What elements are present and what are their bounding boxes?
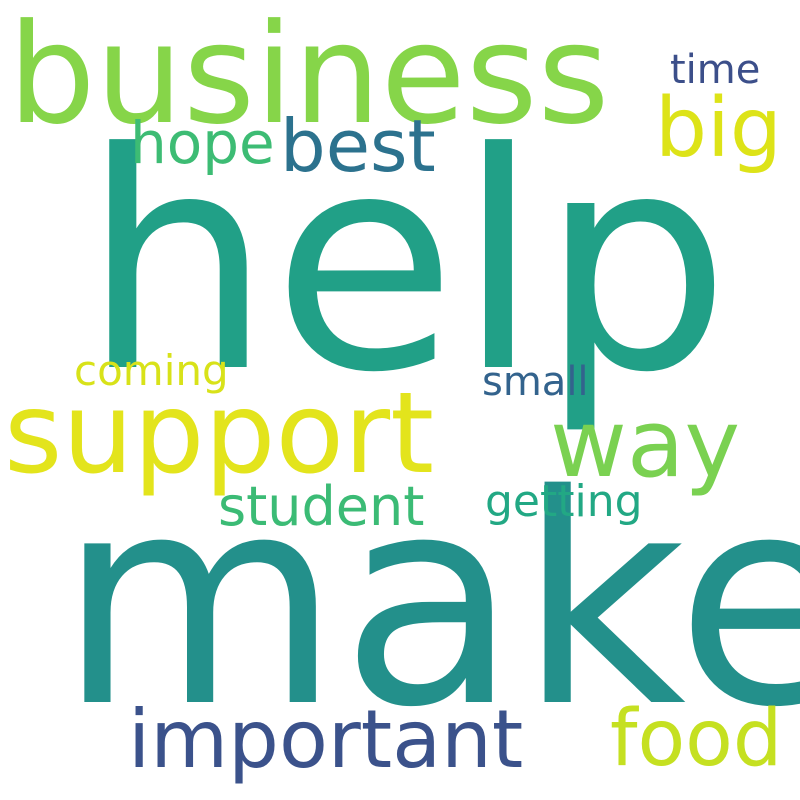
word-getting: getting [485, 476, 643, 527]
word-hope: hope [130, 109, 275, 177]
word-business: business [8, 0, 610, 155]
word-best: best [280, 104, 436, 188]
word-time: time [670, 47, 761, 93]
word-student: student [218, 475, 425, 538]
word-make: make [58, 434, 800, 771]
word-big: big [655, 81, 782, 176]
word-help: help [82, 89, 731, 438]
word-food: food [610, 694, 783, 784]
word-small: small [482, 359, 589, 405]
word-coming: coming [74, 346, 229, 395]
word-important: important [128, 693, 524, 786]
word-way: way [550, 390, 741, 499]
word-support: support [4, 369, 435, 499]
